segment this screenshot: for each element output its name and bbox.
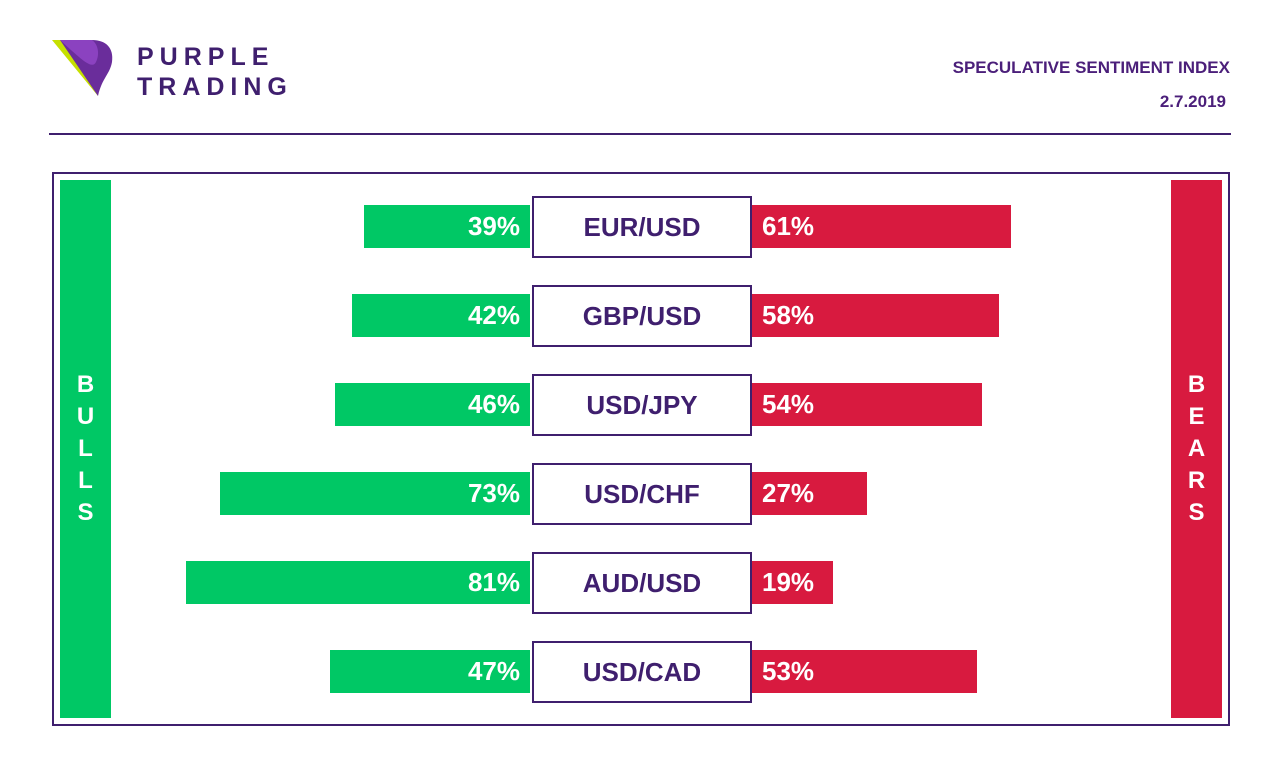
report-title: SPECULATIVE SENTIMENT INDEX (952, 58, 1230, 77)
bears-bar: 54% (752, 383, 982, 426)
bears-value-label: 54% (762, 389, 815, 419)
bulls-bar: 81% (185, 561, 530, 604)
bulls-value-label: 42% (467, 300, 520, 330)
bulls-bar: 47% (330, 650, 530, 693)
bulls-label: BULLS (76, 371, 95, 526)
bears-bar: 27% (752, 472, 867, 515)
bulls-value-label: 73% (467, 478, 520, 508)
bulls-bar: 73% (219, 472, 530, 515)
bulls-bar: 39% (364, 205, 530, 248)
bears-bar: 19% (752, 561, 833, 604)
bears-bar: 58% (752, 294, 999, 337)
currency-pair-label: USD/JPY (532, 374, 752, 436)
currency-pair-label: GBP/USD (532, 285, 752, 347)
brand-line-1: PURPLE (137, 43, 275, 71)
bulls-side-bar: BULLS (60, 180, 111, 718)
bulls-bar: 42% (351, 294, 530, 337)
currency-pair-label: AUD/USD (532, 552, 752, 614)
bulls-value-label: 81% (467, 567, 520, 597)
currency-pair-label: USD/CAD (532, 641, 752, 703)
header-divider (49, 133, 1231, 135)
bulls-value-label: 46% (467, 389, 520, 419)
report-date: 2.7.2019 (1159, 92, 1226, 111)
currency-pair-label: USD/CHF (532, 463, 752, 525)
bears-value-label: 27% (762, 478, 815, 508)
bulls-bar: 46% (334, 383, 530, 426)
currency-pair-label: EUR/USD (532, 196, 752, 258)
bears-bar: 53% (752, 650, 978, 693)
bulls-value-label: 39% (467, 211, 520, 241)
purple-trading-logo (52, 40, 113, 96)
chart-frame (52, 172, 1230, 726)
bears-value-label: 61% (762, 211, 815, 241)
bears-value-label: 53% (762, 656, 815, 686)
bears-value-label: 19% (762, 567, 815, 597)
bears-bar: 61% (752, 205, 1012, 248)
bears-label: BEARS (1187, 371, 1206, 526)
brand-name: PURPLE TRADING (137, 42, 293, 102)
bears-side-bar: BEARS (1171, 180, 1222, 718)
brand-line-2: TRADING (137, 73, 293, 101)
bears-value-label: 58% (762, 300, 815, 330)
bulls-value-label: 47% (467, 656, 520, 686)
